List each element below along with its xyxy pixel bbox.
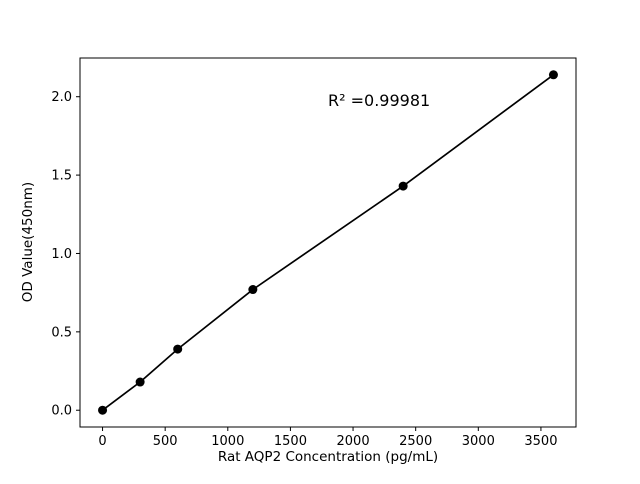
data-point bbox=[248, 285, 258, 295]
y-tick-label: 0.0 bbox=[51, 404, 72, 419]
data-point bbox=[135, 377, 145, 387]
y-tick-label: 2.0 bbox=[51, 90, 72, 105]
data-point bbox=[173, 344, 183, 354]
y-tick-label: 1.5 bbox=[51, 169, 72, 184]
y-axis-label: OD Value(450nm) bbox=[20, 182, 36, 302]
data-point bbox=[548, 70, 558, 80]
fit-line bbox=[102, 74, 554, 411]
x-tick-label: 500 bbox=[153, 434, 178, 449]
y-tick-label: 1.0 bbox=[51, 247, 72, 262]
x-tick-label: 2500 bbox=[399, 434, 432, 449]
data-point bbox=[98, 405, 108, 415]
x-tick-label: 3500 bbox=[524, 434, 557, 449]
x-tick-label: 1000 bbox=[211, 434, 244, 449]
data-point bbox=[398, 181, 408, 191]
r-squared-annotation: R² =0.99981 bbox=[328, 91, 430, 110]
plot-area: 0 500 1000 1500 2000 2500 3000 3500 0.0 0.5 1.0 1.5… bbox=[51, 57, 577, 449]
x-tick-label: 2000 bbox=[337, 434, 370, 449]
x-tick-label: 3000 bbox=[462, 434, 495, 449]
x-axis-label: Rat AQP2 Concentration (pg/mL) bbox=[218, 449, 438, 465]
y-tick-label: 0.5 bbox=[51, 325, 72, 340]
x-tick-label: 0 bbox=[98, 434, 106, 449]
axes-frame bbox=[79, 57, 577, 428]
x-tick-label: 1500 bbox=[274, 434, 307, 449]
